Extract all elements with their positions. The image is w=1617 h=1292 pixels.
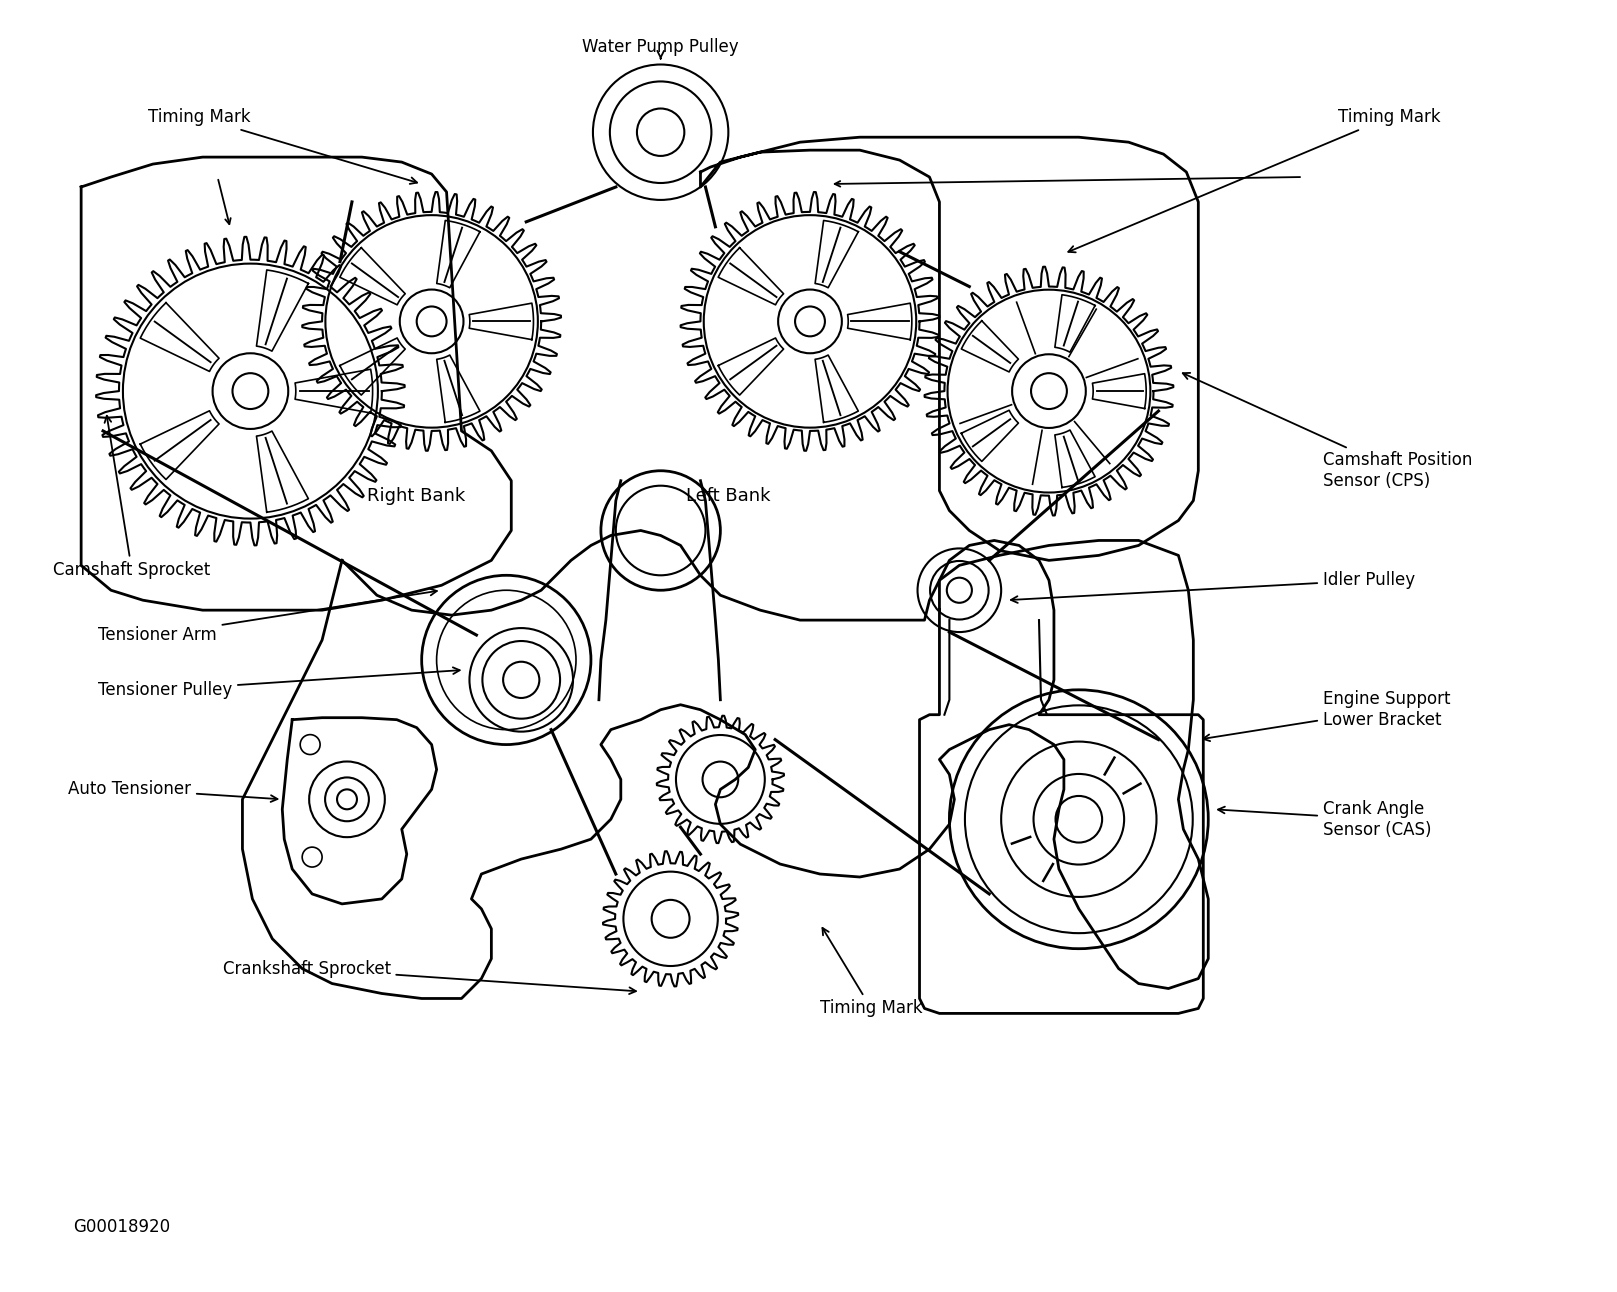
Text: Crank Angle
Sensor (CAS): Crank Angle Sensor (CAS): [1218, 800, 1431, 839]
Text: G00018920: G00018920: [73, 1218, 170, 1236]
Text: Right Bank: Right Bank: [367, 487, 466, 505]
Text: Timing Mark: Timing Mark: [147, 109, 417, 183]
Text: Tensioner Arm: Tensioner Arm: [99, 589, 437, 643]
Text: Idler Pulley: Idler Pulley: [1011, 571, 1415, 603]
Text: Camshaft Sprocket: Camshaft Sprocket: [53, 416, 210, 579]
Text: Timing Mark: Timing Mark: [820, 928, 923, 1017]
Text: Tensioner Pulley: Tensioner Pulley: [99, 668, 459, 699]
Text: Crankshaft Sprocket: Crankshaft Sprocket: [223, 960, 635, 994]
Text: Left Bank: Left Bank: [686, 487, 770, 505]
Text: Water Pump Pulley: Water Pump Pulley: [582, 37, 739, 58]
Text: Timing Mark: Timing Mark: [1069, 109, 1441, 252]
Text: Engine Support
Lower Bracket: Engine Support Lower Bracket: [1203, 690, 1450, 742]
Text: Camshaft Position
Sensor (CPS): Camshaft Position Sensor (CPS): [1182, 373, 1471, 490]
Text: Auto Tensioner: Auto Tensioner: [68, 780, 278, 802]
